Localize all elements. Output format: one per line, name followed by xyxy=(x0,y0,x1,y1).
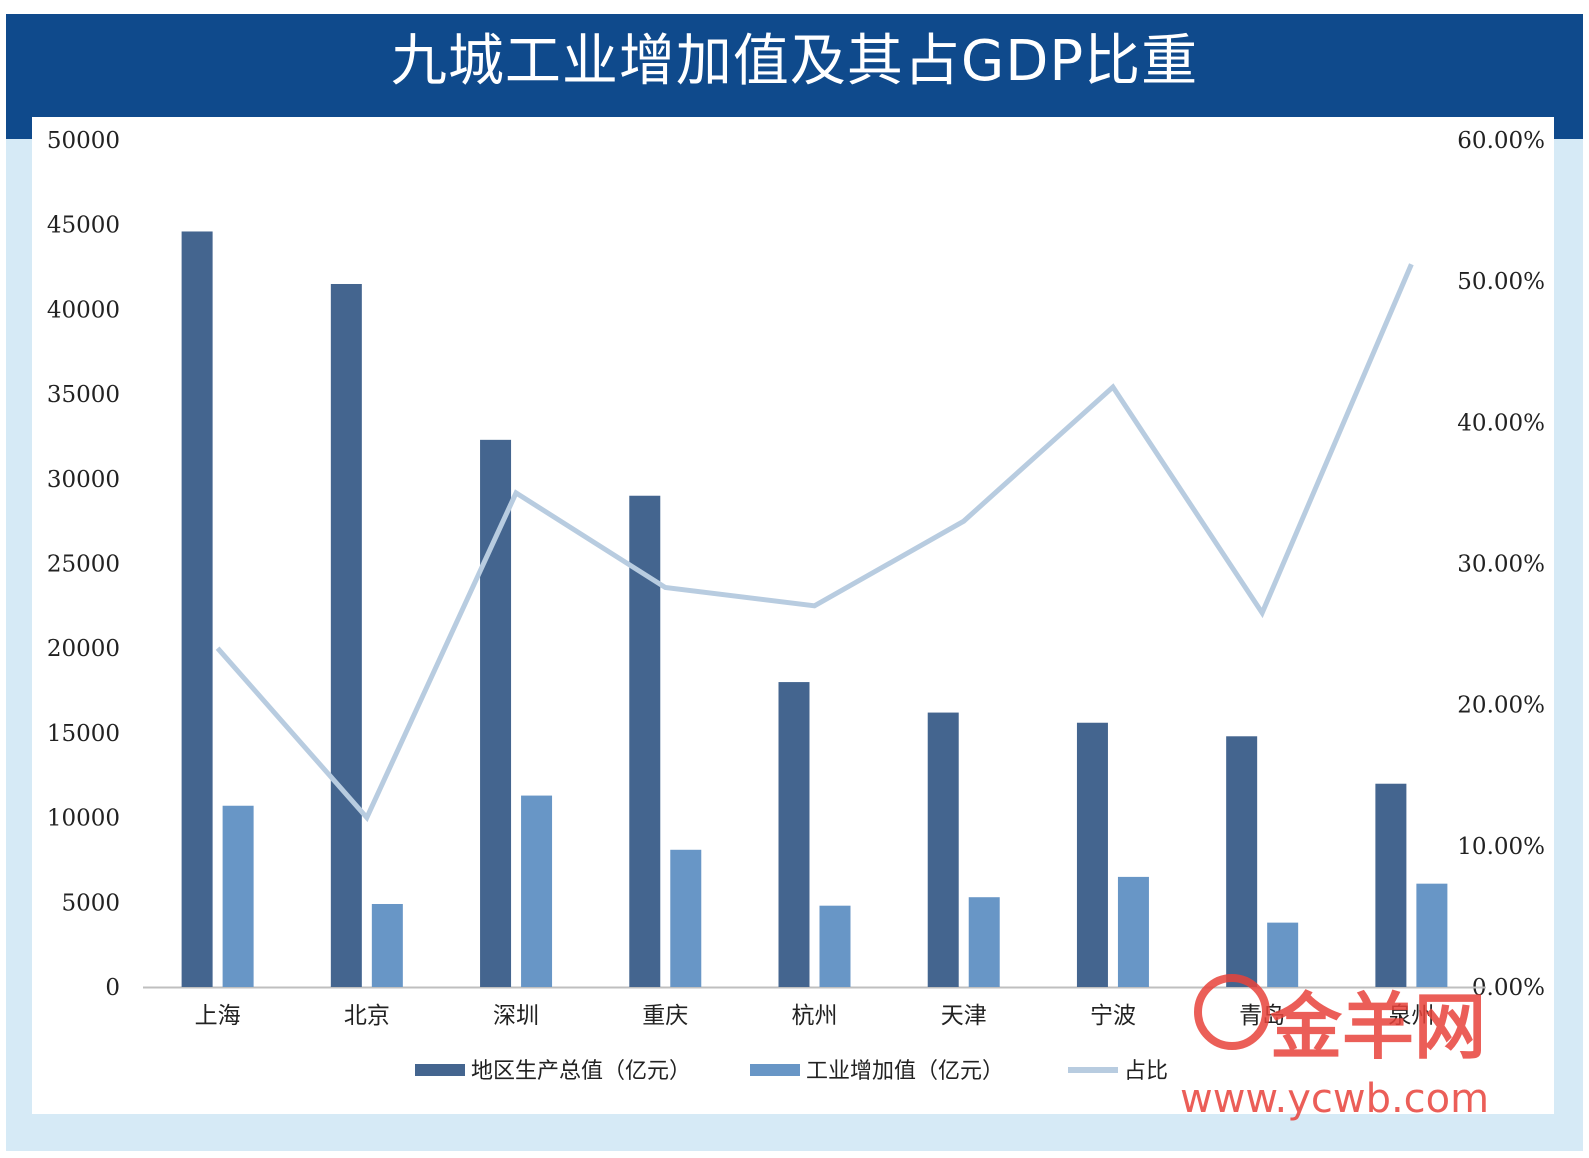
bar-industry-7 xyxy=(1267,922,1299,987)
bar-gdp-4 xyxy=(778,682,810,987)
bar-gdp-2 xyxy=(480,439,512,987)
bar-industry-5 xyxy=(968,897,1000,987)
bar-gdp-7 xyxy=(1226,736,1258,987)
y-left-tick-label: 40000 xyxy=(47,297,120,323)
y-left-tick-label: 5000 xyxy=(61,890,120,916)
bar-gdp-8 xyxy=(1375,783,1407,987)
y-left-tick-label: 20000 xyxy=(47,636,120,662)
x-category-label: 重庆 xyxy=(642,1003,688,1029)
x-category-label: 深圳 xyxy=(493,1003,539,1029)
x-category-label: 北京 xyxy=(344,1003,390,1029)
legend-swatch-1 xyxy=(750,1064,800,1076)
bar-industry-2 xyxy=(521,795,553,987)
bar-industry-6 xyxy=(1117,876,1149,987)
x-category-label: 泉州 xyxy=(1388,1003,1434,1029)
legend-label-0: 地区生产总值（亿元） xyxy=(471,1059,691,1084)
y-right-tick-label: 10.00% xyxy=(1457,834,1545,860)
y-right-tick-label: 60.00% xyxy=(1457,128,1545,154)
legend-label-1: 工业增加值（亿元） xyxy=(806,1059,1004,1084)
bar-industry-0 xyxy=(222,805,254,987)
y-left-tick-label: 30000 xyxy=(47,467,120,493)
bar-industry-3 xyxy=(670,849,702,987)
watermark-logo-icon xyxy=(1194,974,1270,1050)
y-left-tick-label: 15000 xyxy=(47,721,120,747)
x-category-label: 杭州 xyxy=(792,1003,838,1029)
bar-gdp-6 xyxy=(1076,722,1108,987)
x-category-label: 宁波 xyxy=(1090,1003,1136,1029)
bar-industry-1 xyxy=(371,903,403,987)
watermark-logo-text: 金羊网 xyxy=(1269,985,1486,1069)
y-left-tick-label: 45000 xyxy=(47,213,120,239)
bar-industry-4 xyxy=(819,905,851,987)
bar-gdp-0 xyxy=(181,231,213,987)
legend-swatch-0 xyxy=(415,1064,465,1076)
y-left-tick-label: 10000 xyxy=(47,806,120,832)
x-category-label: 天津 xyxy=(941,1003,987,1029)
bar-gdp-1 xyxy=(330,283,362,987)
watermark-url: www.ycwb.com xyxy=(1180,1076,1489,1122)
bar-gdp-3 xyxy=(629,495,661,987)
y-right-tick-label: 40.00% xyxy=(1457,410,1545,436)
chart-title: 九城工业增加值及其占GDP比重 xyxy=(390,29,1199,94)
x-category-label: 上海 xyxy=(195,1003,241,1029)
y-right-tick-label: 20.00% xyxy=(1457,693,1545,719)
y-right-tick-label: 50.00% xyxy=(1457,269,1545,295)
bar-industry-8 xyxy=(1416,883,1448,987)
y-left-tick-label: 50000 xyxy=(47,128,120,154)
y-left-tick-label: 0 xyxy=(105,975,120,1001)
y-left-tick-label: 25000 xyxy=(47,552,120,578)
legend-label-2: 占比 xyxy=(1124,1059,1168,1084)
y-left-tick-label: 35000 xyxy=(47,382,120,408)
bar-gdp-5 xyxy=(927,712,959,987)
line-share xyxy=(215,263,1414,823)
y-right-tick-label: 30.00% xyxy=(1457,552,1545,578)
